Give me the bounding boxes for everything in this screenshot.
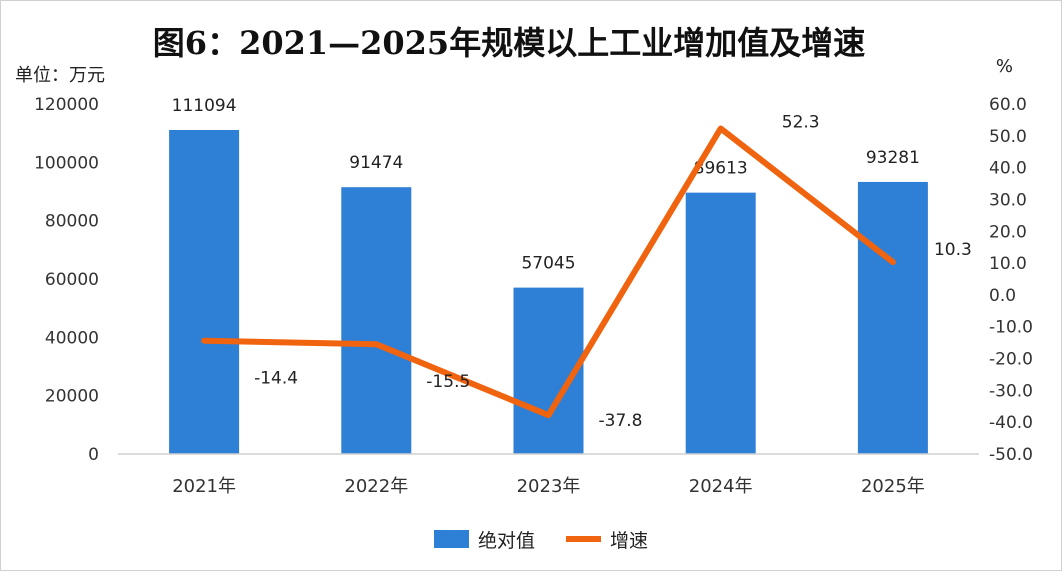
left-tick-label: 60000 bbox=[45, 270, 99, 290]
line-value-label: -15.5 bbox=[426, 372, 470, 392]
bar-value-label: 93281 bbox=[866, 148, 920, 168]
legend-swatch-bar bbox=[434, 530, 469, 548]
legend-label-bar: 绝对值 bbox=[478, 530, 535, 552]
right-tick-label: 50.0 bbox=[989, 127, 1027, 147]
category-label: 2022年 bbox=[344, 476, 408, 497]
right-tick-label: -50.0 bbox=[989, 445, 1033, 465]
line-value-label: -14.4 bbox=[254, 369, 298, 389]
right-tick-label: -20.0 bbox=[989, 350, 1033, 370]
category-label: 2024年 bbox=[689, 476, 753, 497]
right-tick-label: 0.0 bbox=[989, 286, 1016, 306]
category-labels: 2021年 2022年 2023年 2024年 2025年 bbox=[172, 476, 925, 497]
bar-value-label: 57045 bbox=[521, 254, 575, 274]
bar-value-label: 91474 bbox=[349, 153, 403, 173]
growth-rate-line bbox=[201, 125, 896, 419]
right-axis-unit: % bbox=[996, 56, 1013, 77]
right-tick-label: 40.0 bbox=[989, 159, 1027, 179]
bar bbox=[169, 129, 240, 454]
left-tick-label: 20000 bbox=[45, 387, 99, 407]
right-tick-label: -40.0 bbox=[989, 413, 1033, 433]
right-axis-ticks: 60.0 50.0 40.0 30.0 20.0 10.0 0.0 -10.0 -20.0 -30… bbox=[989, 95, 1033, 465]
right-tick-label: 10.0 bbox=[989, 254, 1027, 274]
right-tick-label: -10.0 bbox=[989, 318, 1033, 338]
left-tick-label: 0 bbox=[88, 445, 99, 465]
right-tick-label: 60.0 bbox=[989, 95, 1027, 115]
right-tick-label: 20.0 bbox=[989, 222, 1027, 242]
right-tick-label: -30.0 bbox=[989, 381, 1033, 401]
legend: 绝对值 增速 bbox=[434, 530, 648, 552]
bar bbox=[685, 192, 756, 454]
legend-label-line: 增速 bbox=[610, 530, 648, 552]
line-value-labels: -14.4 -15.5 -37.8 52.3 10.3 bbox=[254, 113, 972, 432]
bar bbox=[857, 181, 928, 454]
left-tick-label: 120000 bbox=[34, 95, 99, 115]
bar-value-labels: 111094 91474 57045 89613 93281 bbox=[172, 96, 920, 274]
bar bbox=[341, 187, 412, 454]
bar-value-label: 89613 bbox=[694, 159, 748, 179]
left-tick-label: 80000 bbox=[45, 212, 99, 232]
right-tick-label: 30.0 bbox=[989, 190, 1027, 210]
category-label: 2021年 bbox=[172, 476, 236, 497]
category-label: 2023年 bbox=[517, 476, 581, 497]
left-tick-label: 40000 bbox=[45, 328, 99, 348]
left-tick-label: 100000 bbox=[34, 153, 99, 173]
bar-value-label: 111094 bbox=[172, 96, 237, 116]
line-value-label: 10.3 bbox=[934, 240, 972, 260]
bar-series bbox=[169, 129, 928, 454]
chart-title: 图6：2021—2025年规模以上工业增加值及增速 bbox=[153, 24, 865, 62]
category-label: 2025年 bbox=[861, 476, 925, 497]
line-value-label: -37.8 bbox=[599, 411, 643, 431]
left-axis-ticks: 0 20000 40000 60000 80000 100000 120000 bbox=[34, 95, 99, 465]
line-value-label: 52.3 bbox=[782, 113, 820, 133]
left-axis-unit: 单位：万元 bbox=[15, 65, 105, 86]
